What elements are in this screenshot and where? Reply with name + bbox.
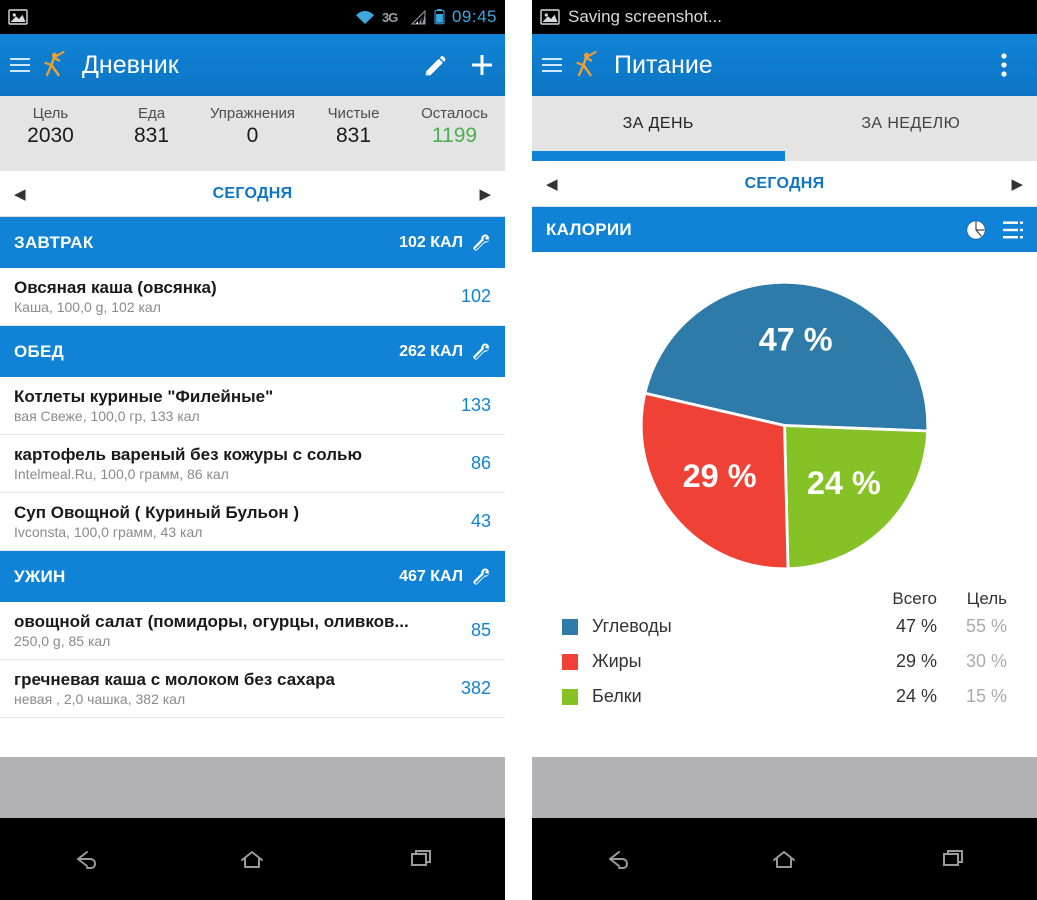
svg-text:24 %: 24 % <box>807 465 881 501</box>
svg-text:47 %: 47 % <box>759 322 833 358</box>
svg-text:3G: 3G <box>382 11 398 24</box>
svg-text:29 %: 29 % <box>683 458 757 494</box>
